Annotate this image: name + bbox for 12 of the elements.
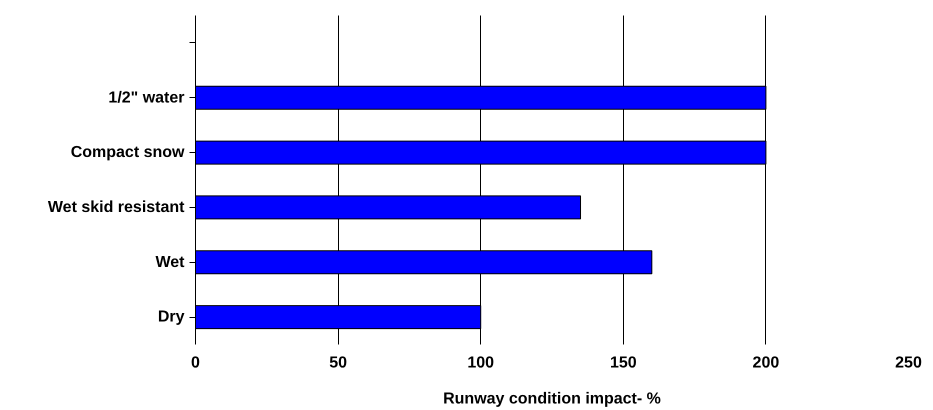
- x-axis-title: Runway condition impact- %: [443, 390, 661, 408]
- x-tick-label: 50: [329, 354, 348, 372]
- x-tick-label: 0: [191, 354, 200, 372]
- x-tick-label: 100: [467, 354, 494, 372]
- y-tick-label: 1/2" water: [108, 89, 185, 106]
- x-tick-label: 200: [752, 354, 780, 372]
- y-tick-label: Dry: [158, 308, 185, 326]
- x-tick-label: 150: [610, 354, 637, 372]
- y-tick-label: Wet skid resistant: [48, 198, 186, 216]
- y-tick-label: Wet: [155, 254, 186, 271]
- x-tick-label: 250: [895, 354, 922, 372]
- y-tick-label: Compact snow: [70, 144, 186, 162]
